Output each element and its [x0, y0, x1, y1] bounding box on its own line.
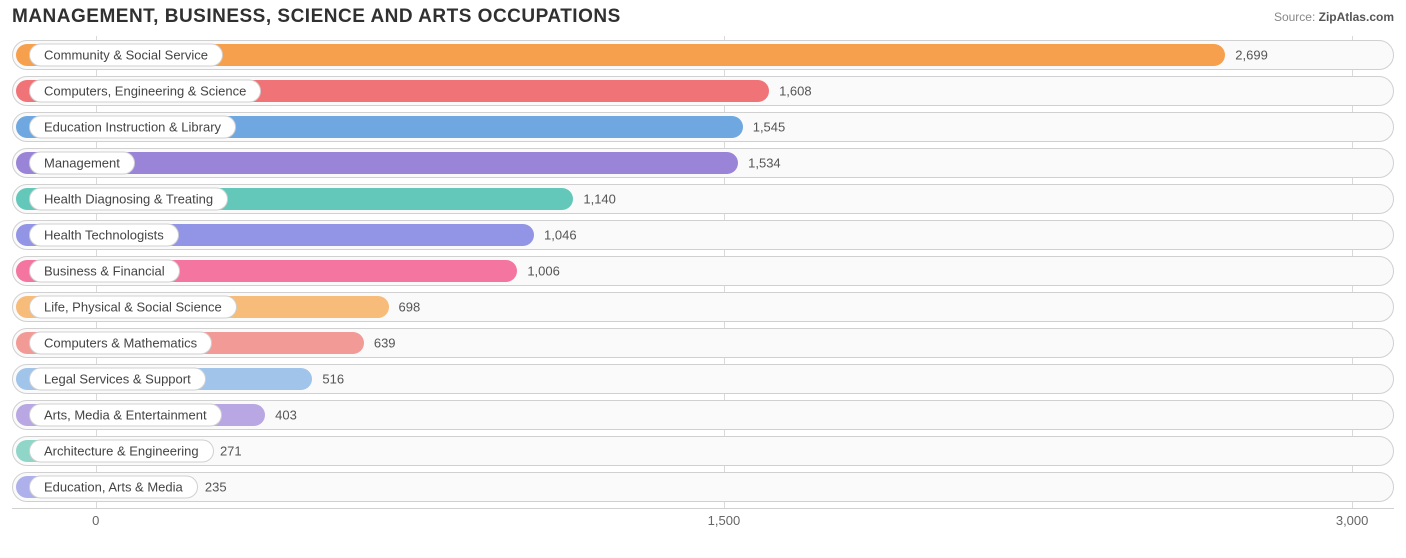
bar-label: Computers & Mathematics	[29, 332, 212, 355]
bar-row: Arts, Media & Entertainment 403	[12, 400, 1394, 430]
bar-value: 698	[399, 300, 421, 315]
bar-row: Management 1,534	[12, 148, 1394, 178]
bar-label: Computers, Engineering & Science	[29, 80, 261, 103]
bar-row: Legal Services & Support 516	[12, 364, 1394, 394]
bar-row: Life, Physical & Social Science 698	[12, 292, 1394, 322]
bar-row: Health Technologists 1,046	[12, 220, 1394, 250]
bar-value: 1,140	[583, 192, 616, 207]
x-axis: 0 1,500 3,000	[12, 508, 1394, 530]
bar-label: Architecture & Engineering	[29, 440, 214, 463]
chart-title: MANAGEMENT, BUSINESS, SCIENCE AND ARTS O…	[12, 6, 621, 28]
bar-row: Education, Arts & Media 235	[12, 472, 1394, 502]
source-attribution: Source: ZipAtlas.com	[1274, 10, 1394, 24]
bar-value: 1,534	[748, 156, 781, 171]
bar-row: Computers & Mathematics 639	[12, 328, 1394, 358]
bar-row: Computers, Engineering & Science 1,608	[12, 76, 1394, 106]
bar-value: 516	[322, 372, 344, 387]
bars-container: Community & Social Service 2,699 Computers…	[12, 40, 1394, 502]
bar-value: 639	[374, 336, 396, 351]
bar-row: Business & Financial 1,006	[12, 256, 1394, 286]
header-row: MANAGEMENT, BUSINESS, SCIENCE AND ARTS O…	[0, 0, 1406, 32]
bar-label: Education Instruction & Library	[29, 116, 236, 139]
bar-value: 235	[205, 480, 227, 495]
x-tick-label: 3,000	[1336, 513, 1369, 528]
bar-label: Health Technologists	[29, 224, 179, 247]
bar-label: Health Diagnosing & Treating	[29, 188, 228, 211]
bar-label: Community & Social Service	[29, 44, 223, 67]
source-name: ZipAtlas.com	[1319, 10, 1394, 24]
chart-area: Community & Social Service 2,699 Computers…	[12, 40, 1394, 530]
x-tick-label: 1,500	[708, 513, 741, 528]
x-tick-label: 0	[92, 513, 99, 528]
bar-value: 1,046	[544, 228, 577, 243]
bar-label: Arts, Media & Entertainment	[29, 404, 222, 427]
bar-label: Management	[29, 152, 135, 175]
bar-row: Education Instruction & Library 1,545	[12, 112, 1394, 142]
bar-value: 1,608	[779, 84, 812, 99]
bar-label: Legal Services & Support	[29, 368, 206, 391]
bar-row: Health Diagnosing & Treating 1,140	[12, 184, 1394, 214]
bar-label: Education, Arts & Media	[29, 476, 198, 499]
bar-value: 403	[275, 408, 297, 423]
bar-row: Architecture & Engineering 271	[12, 436, 1394, 466]
bar-value: 271	[220, 444, 242, 459]
bar-value: 1,006	[527, 264, 560, 279]
bar-label: Life, Physical & Social Science	[29, 296, 237, 319]
bar-label: Business & Financial	[29, 260, 180, 283]
bar-value: 2,699	[1235, 48, 1268, 63]
bar-value: 1,545	[753, 120, 786, 135]
source-prefix: Source:	[1274, 10, 1319, 24]
bar-row: Community & Social Service 2,699	[12, 40, 1394, 70]
